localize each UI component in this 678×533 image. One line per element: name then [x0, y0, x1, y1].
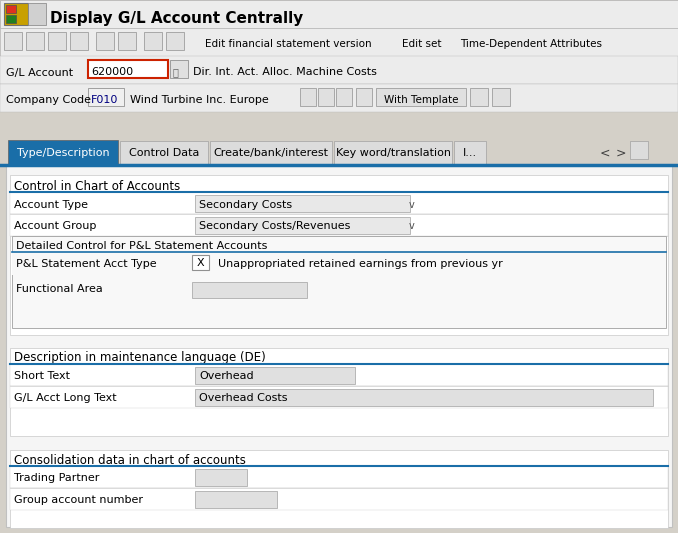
Bar [356, 88, 372, 106]
Bar [70, 32, 88, 50]
Text: Trading Partner: Trading Partner [14, 473, 100, 483]
Bar [10, 192, 668, 214]
Bar [195, 367, 355, 384]
Bar [118, 32, 136, 50]
Bar [48, 32, 66, 50]
Text: Wind Turbine Inc. Europe: Wind Turbine Inc. Europe [130, 95, 268, 105]
Text: v: v [409, 200, 415, 210]
Bar [144, 32, 162, 50]
Bar [192, 282, 307, 298]
Bar [336, 88, 352, 106]
Text: Key word/translation: Key word/translation [336, 148, 450, 158]
Bar [376, 88, 466, 106]
Text: Overhead Costs: Overhead Costs [199, 393, 287, 403]
Bar [192, 255, 209, 270]
Text: Dir. Int. Act. Alloc. Machine Costs: Dir. Int. Act. Alloc. Machine Costs [193, 67, 377, 77]
Text: P&L Statement Acct Type: P&L Statement Acct Type [16, 259, 157, 269]
Bar [195, 195, 410, 212]
Text: Short Text: Short Text [14, 371, 70, 381]
Text: Functional Area: Functional Area [16, 284, 103, 294]
Text: Consolidation data in chart of accounts: Consolidation data in chart of accounts [14, 454, 246, 466]
Text: F010: F010 [91, 95, 119, 105]
Bar [88, 88, 124, 106]
Bar [10, 214, 668, 236]
Bar [10, 348, 668, 436]
Bar [10, 466, 668, 488]
Text: Secondary Costs: Secondary Costs [199, 200, 292, 210]
Bar [6, 5, 16, 13]
Text: <: < [600, 147, 610, 159]
Bar [88, 60, 168, 78]
Bar [0, 56, 678, 84]
Text: G/L Acct Long Text: G/L Acct Long Text [14, 393, 117, 403]
Bar [170, 60, 188, 78]
Bar [120, 141, 208, 164]
Text: Control Data: Control Data [129, 148, 199, 158]
Bar [630, 141, 648, 159]
Bar [4, 3, 28, 25]
Bar [210, 141, 332, 164]
Bar [492, 88, 510, 106]
Bar [10, 175, 668, 335]
Bar [10, 450, 668, 528]
Text: X: X [196, 258, 204, 268]
Bar [0, 140, 678, 165]
Text: 620000: 620000 [91, 67, 133, 77]
Text: Control in Chart of Accounts: Control in Chart of Accounts [14, 180, 180, 192]
Bar [26, 32, 44, 50]
Bar [10, 364, 668, 386]
Text: G/L Account: G/L Account [6, 68, 73, 78]
Bar [10, 488, 668, 510]
Bar [0, 112, 678, 140]
Bar [6, 15, 16, 23]
Bar [454, 141, 486, 164]
Bar [195, 389, 653, 406]
Bar [195, 491, 277, 508]
Text: Create/bank/interest: Create/bank/interest [214, 148, 329, 158]
Text: Group account number: Group account number [14, 495, 143, 505]
Text: Company Code: Company Code [6, 95, 91, 105]
Bar [470, 88, 488, 106]
Text: Type/Description: Type/Description [17, 148, 109, 158]
Bar [195, 217, 410, 234]
Text: Time-Dependent Attributes: Time-Dependent Attributes [460, 39, 602, 49]
Text: v: v [409, 221, 415, 231]
Text: With Template: With Template [384, 95, 458, 105]
Text: Edit financial statement version: Edit financial statement version [205, 39, 372, 49]
Bar [0, 28, 678, 56]
Text: Overhead: Overhead [199, 371, 254, 381]
Bar [10, 386, 668, 408]
Text: Secondary Costs/Revenues: Secondary Costs/Revenues [199, 221, 351, 231]
Text: Description in maintenance language (DE): Description in maintenance language (DE) [14, 351, 266, 365]
Bar [0, 84, 678, 112]
Bar [166, 32, 184, 50]
Bar [318, 88, 334, 106]
Bar [6, 165, 672, 527]
Text: Detailed Control for P&L Statement Accounts: Detailed Control for P&L Statement Accou… [16, 241, 267, 251]
Text: Account Type: Account Type [14, 200, 88, 210]
Text: I...: I... [463, 148, 477, 158]
Text: 🔍: 🔍 [173, 67, 179, 77]
Text: >: > [616, 147, 626, 159]
Bar [96, 32, 114, 50]
Bar [334, 141, 452, 164]
Bar [12, 236, 666, 328]
Text: Display G/L Account Centrally: Display G/L Account Centrally [50, 11, 303, 26]
Bar [195, 469, 247, 486]
Text: Unappropriated retained earnings from previous yr: Unappropriated retained earnings from pr… [218, 259, 503, 269]
Bar [12, 252, 666, 275]
Bar [28, 3, 46, 25]
Bar [300, 88, 316, 106]
Bar [8, 140, 118, 165]
Bar [0, 0, 678, 28]
Text: Account Group: Account Group [14, 221, 96, 231]
Text: Edit set: Edit set [402, 39, 441, 49]
Bar [4, 32, 22, 50]
